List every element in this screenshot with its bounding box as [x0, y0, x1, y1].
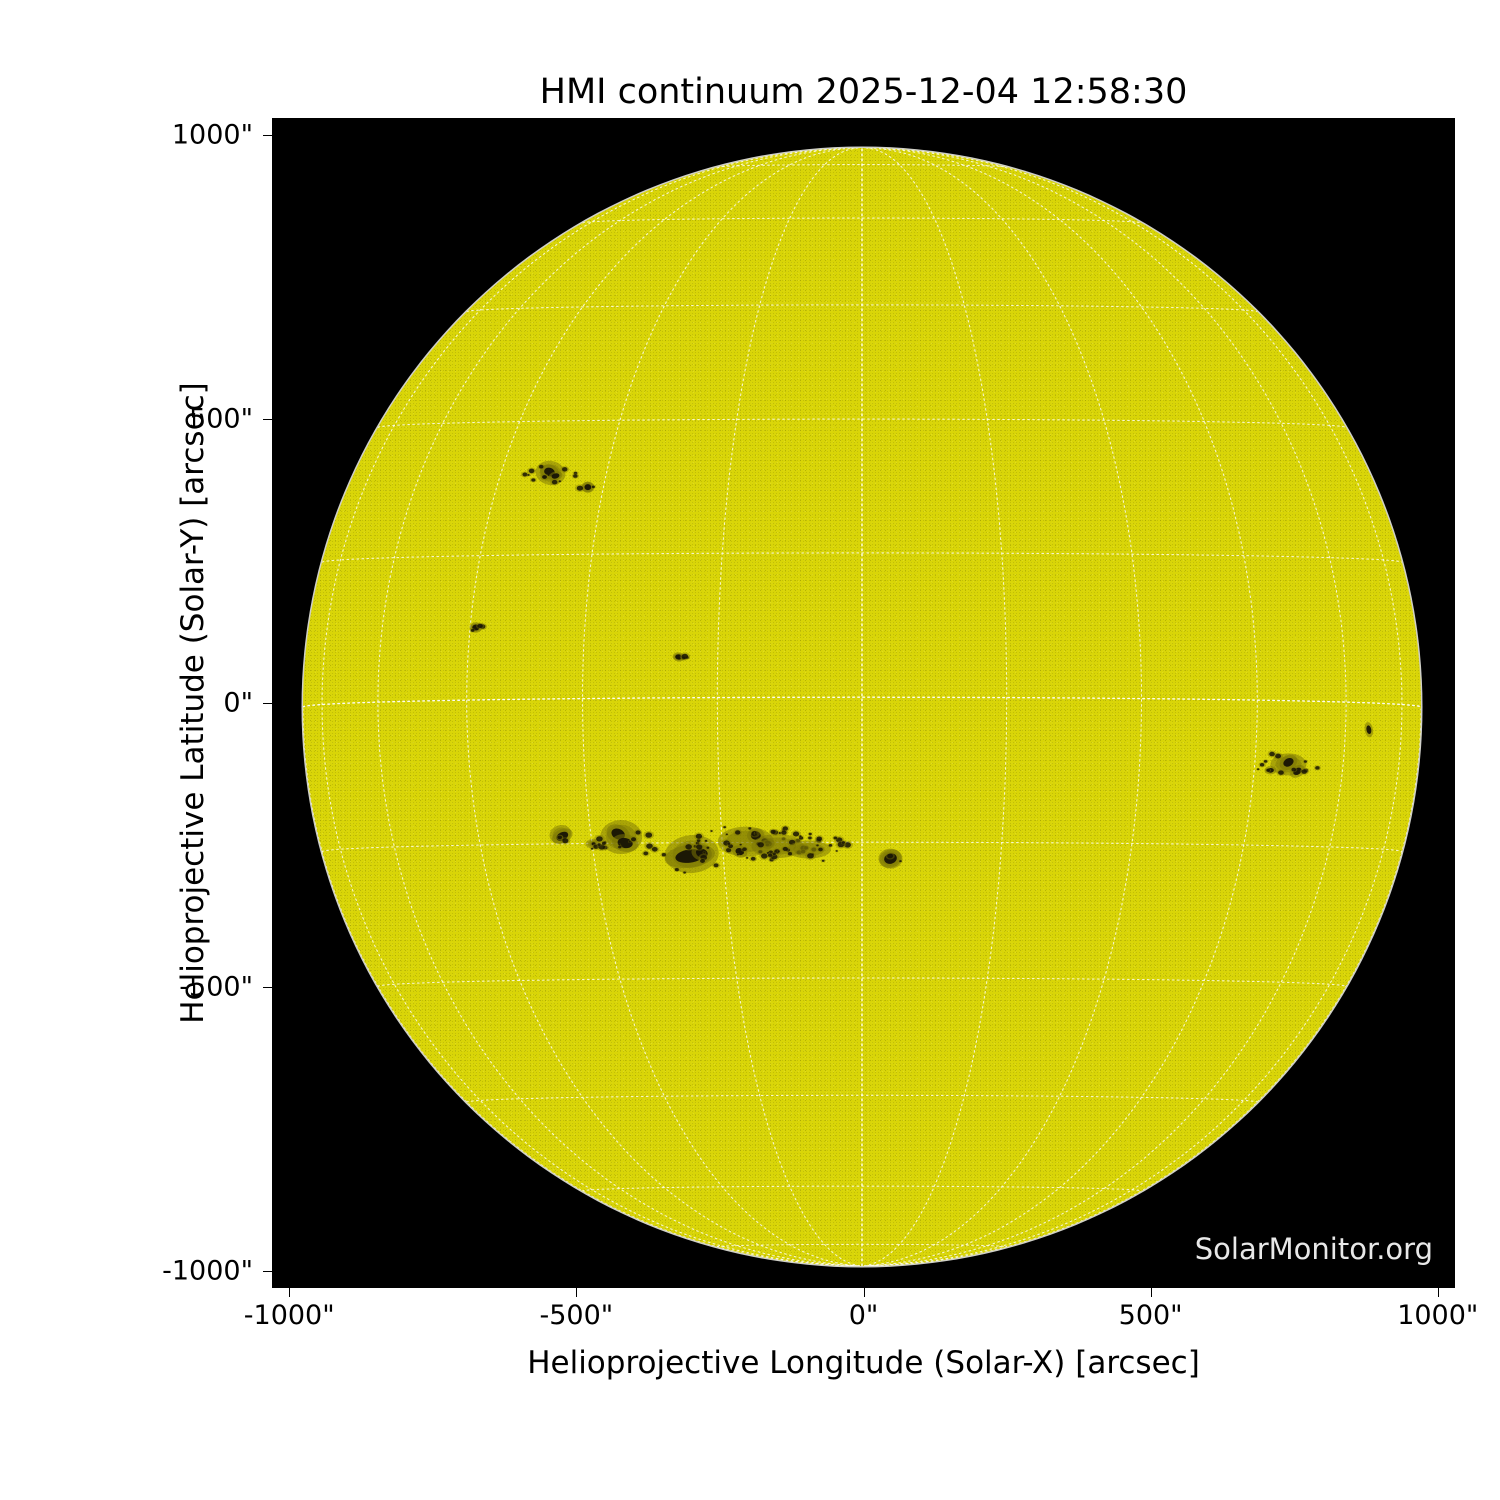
watermark-label: SolarMonitor.org: [1194, 1232, 1433, 1266]
y-tick-label: 1000": [171, 119, 253, 151]
y-tick: [263, 419, 272, 421]
solar-disk-container: [303, 148, 1421, 1266]
y-tick-label: -1000": [162, 1255, 253, 1287]
y-axis-label: Helioprojective Latitude (Solar-Y) [arcs…: [175, 382, 211, 1024]
x-tick-label: 0": [848, 1300, 879, 1331]
y-tick: [263, 986, 272, 988]
x-axis-label: Helioprojective Longitude (Solar-X) [arc…: [527, 1345, 1200, 1381]
plot-area: SolarMonitor.org: [272, 118, 1455, 1288]
y-tick: [263, 1270, 272, 1272]
y-tick: [263, 703, 272, 704]
y-tick-label: 500": [189, 403, 253, 435]
x-tick-label: 500": [1118, 1300, 1183, 1331]
x-tick: [1150, 1288, 1152, 1297]
y-tick-label: 0": [223, 687, 253, 719]
x-tick-label: -500": [539, 1300, 614, 1331]
x-tick: [289, 1288, 291, 1297]
x-tick: [1437, 1288, 1439, 1297]
sunspot-layer: [469, 460, 1374, 875]
page-title: HMI continuum 2025-12-04 12:58:30: [539, 72, 1188, 112]
y-tick-label: -500": [179, 971, 253, 1003]
x-tick-label: -1000": [243, 1300, 335, 1331]
x-tick-label: 1000": [1397, 1300, 1479, 1331]
x-tick: [576, 1288, 578, 1297]
x-tick: [863, 1288, 865, 1297]
y-tick: [263, 135, 272, 137]
solar-disk: [303, 148, 1421, 1266]
